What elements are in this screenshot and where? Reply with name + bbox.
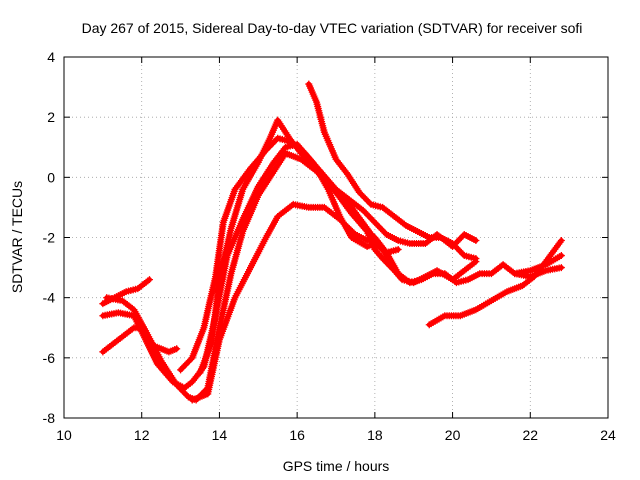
series-markers — [425, 237, 565, 329]
chart-title: Day 267 of 2015, Sidereal Day-to-day VTE… — [82, 20, 583, 36]
y-tick-label: -2 — [43, 230, 56, 246]
series-track-10 — [511, 252, 565, 278]
series-trace — [189, 201, 564, 403]
series-track-7 — [188, 200, 565, 404]
y-tick-label: -4 — [43, 290, 56, 306]
series-track-9 — [425, 237, 565, 329]
grid-lines — [64, 57, 608, 418]
y-tick-label: 2 — [47, 109, 55, 125]
series-trace — [426, 238, 564, 328]
x-tick-label: 20 — [445, 427, 461, 443]
series-markers — [511, 252, 565, 278]
x-tick-label: 14 — [212, 427, 228, 443]
series-track-8 — [305, 80, 480, 263]
series-markers — [188, 200, 565, 404]
x-tick-label: 12 — [134, 427, 150, 443]
series-trace — [306, 81, 479, 262]
x-tick-label: 22 — [522, 427, 538, 443]
x-tick-label: 10 — [56, 427, 72, 443]
x-axis-label: GPS time / hours — [283, 458, 390, 474]
plot-frame — [63, 56, 609, 419]
y-tick-label: 0 — [47, 169, 55, 185]
data-series — [99, 80, 565, 404]
y-tick-label: -8 — [43, 410, 56, 426]
series-markers — [305, 80, 480, 263]
y-tick-label: 4 — [47, 49, 55, 65]
x-tick-label: 24 — [600, 427, 616, 443]
y-axis-label: SDTVAR / TECUs — [9, 181, 25, 293]
x-tick-label: 16 — [289, 427, 305, 443]
x-tick-label: 18 — [367, 427, 383, 443]
y-tick-label: -6 — [43, 350, 56, 366]
